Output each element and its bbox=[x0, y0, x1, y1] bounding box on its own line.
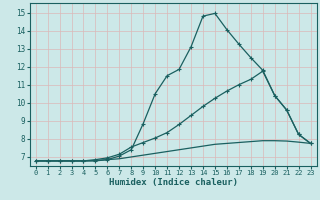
X-axis label: Humidex (Indice chaleur): Humidex (Indice chaleur) bbox=[108, 178, 238, 187]
